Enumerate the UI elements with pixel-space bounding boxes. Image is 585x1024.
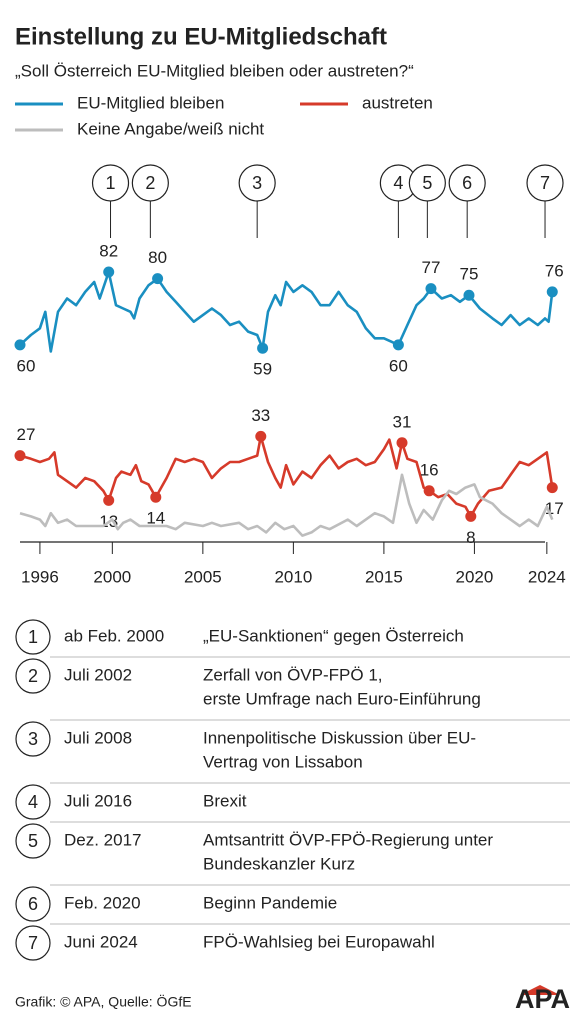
event-text: FPÖ-Wahlsieg bei Europawahl [203, 932, 435, 951]
data-label: 16 [420, 460, 439, 479]
x-tick-label: 2015 [365, 567, 403, 586]
legend-label: EU-Mitglied bleiben [77, 93, 224, 112]
event-circle [15, 784, 51, 820]
annotation-label: 7 [540, 173, 550, 193]
event-text: Vertrag von Lissabon [203, 752, 363, 771]
event-circle [15, 721, 51, 757]
logo: APA [515, 984, 570, 1014]
event-circle [15, 619, 51, 655]
series-line [19, 435, 554, 518]
point-marker [463, 289, 475, 301]
legend-label: austreten [362, 93, 433, 112]
event-date: Feb. 2020 [64, 893, 141, 912]
data-label: 77 [422, 258, 441, 277]
annotation-label: 4 [393, 173, 403, 193]
annotation-label: 2 [145, 173, 155, 193]
event-text: Brexit [203, 791, 247, 810]
data-label: 82 [99, 242, 118, 261]
event-text: Innenpolitische Diskussion über EU- [203, 728, 476, 747]
x-tick-label: 2010 [274, 567, 312, 586]
legend-label: Keine Angabe/weiß nicht [77, 119, 264, 138]
event-number: 5 [28, 831, 38, 851]
series-line [19, 270, 554, 353]
event-circle [15, 823, 51, 859]
data-label: 60 [389, 356, 408, 375]
point-marker [465, 510, 477, 522]
point-marker [392, 339, 404, 351]
annotation-circle [448, 164, 486, 202]
point-marker [255, 430, 267, 442]
data-label: 8 [466, 528, 475, 547]
x-tick-label: 1996 [21, 567, 59, 586]
point-marker [103, 266, 115, 278]
series-line [19, 473, 554, 537]
point-marker [152, 273, 164, 285]
annotation-label: 6 [462, 173, 472, 193]
x-tick-label: 2024 [528, 567, 566, 586]
point-marker [150, 491, 162, 503]
event-number: 1 [28, 627, 38, 647]
x-tick-label: 2005 [184, 567, 222, 586]
annotation-circle [526, 164, 564, 202]
logo-mark [520, 985, 560, 995]
data-label: 14 [146, 509, 165, 528]
point-marker [546, 482, 558, 494]
event-number: 6 [28, 894, 38, 914]
annotation-circle [131, 164, 169, 202]
event-circle [15, 925, 51, 961]
event-text: Bundeskanzler Kurz [203, 854, 355, 873]
annotation-label: 1 [106, 173, 116, 193]
point-marker [14, 450, 26, 462]
event-date: Juni 2024 [64, 932, 138, 951]
data-label: 59 [253, 360, 272, 379]
data-label: 76 [545, 261, 564, 280]
event-date: ab Feb. 2000 [64, 626, 164, 645]
point-marker [103, 494, 115, 506]
event-number: 3 [28, 729, 38, 749]
point-marker [425, 283, 437, 295]
data-label: 33 [251, 406, 270, 425]
event-date: Juli 2002 [64, 665, 132, 684]
data-label: 31 [393, 412, 412, 431]
point-marker [546, 286, 558, 298]
point-marker [423, 485, 435, 497]
annotation-label: 3 [252, 173, 262, 193]
annotation-circle [91, 164, 130, 202]
event-text: „EU-Sanktionen“ gegen Österreich [203, 626, 464, 645]
annotation-label: 5 [422, 173, 432, 193]
footer-source: Grafik: © APA, Quelle: ÖGfE [15, 993, 192, 1010]
chart-title: Einstellung zu EU-Mitgliedschaft [15, 23, 387, 50]
annotation-circle [238, 164, 276, 202]
data-label: 80 [148, 248, 167, 267]
event-circle [15, 658, 51, 694]
event-number: 4 [28, 792, 38, 812]
event-number: 2 [28, 666, 38, 686]
data-label: 27 [17, 425, 36, 444]
event-circle [15, 886, 51, 922]
event-text: Amtsantritt ÖVP-FPÖ-Regierung unter [203, 830, 493, 849]
point-marker [257, 342, 269, 354]
chart-subtitle: „Soll Österreich EU-Mitglied bleiben ode… [15, 61, 414, 80]
data-label: 75 [460, 265, 479, 284]
event-date: Juli 2016 [64, 791, 132, 810]
event-text: erste Umfrage nach Euro-Einführung [203, 689, 481, 708]
point-marker [396, 437, 408, 449]
event-text: Beginn Pandemie [203, 893, 337, 912]
annotation-circle [408, 164, 446, 202]
data-label: 60 [17, 356, 36, 375]
event-number: 7 [28, 933, 38, 953]
x-tick-label: 2020 [456, 567, 494, 586]
point-marker [14, 339, 26, 351]
event-text: Zerfall von ÖVP-FPÖ 1, [203, 665, 383, 684]
event-date: Dez. 2017 [64, 830, 142, 849]
event-date: Juli 2008 [64, 728, 132, 747]
x-tick-label: 2000 [93, 567, 131, 586]
